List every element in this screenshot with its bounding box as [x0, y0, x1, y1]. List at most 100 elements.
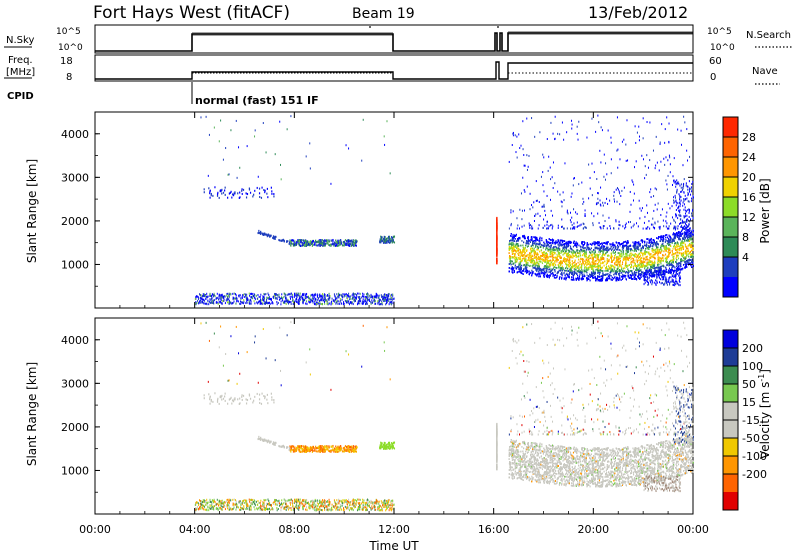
heatmap-cell: [387, 295, 389, 298]
heatmap-cell: [227, 173, 229, 176]
heatmap-cell: [205, 294, 207, 297]
heatmap-cell: [328, 240, 330, 243]
heatmap-cell: [266, 187, 268, 190]
heatmap-cell: [354, 239, 356, 242]
heatmap-cell: [253, 296, 255, 299]
heatmap-cell: [330, 239, 332, 242]
heatmap-cell: [328, 292, 330, 295]
heatmap-cell: [318, 243, 320, 246]
heatmap-cell: [376, 294, 378, 297]
heatmap-cell: [387, 237, 389, 240]
heatmap-cell: [349, 239, 352, 242]
heatmap-cell: [324, 242, 326, 245]
heatmap-cell: [370, 295, 372, 298]
heatmap-cell: [233, 297, 235, 300]
heatmap-cell: [273, 295, 275, 298]
heatmap-cell: [302, 293, 304, 296]
nsearch-label: N.Search: [746, 30, 791, 41]
heatmap-cell: [272, 236, 274, 239]
heatmap-cell: [201, 298, 203, 301]
heatmap-cell: [206, 292, 208, 295]
heatmap-cell: [344, 293, 346, 296]
heatmap-cell: [325, 299, 327, 302]
heatmap-cell: [302, 299, 304, 302]
heatmap-cell: [238, 196, 240, 199]
heatmap-cell: [283, 300, 285, 303]
heatmap-cell: [223, 297, 225, 300]
heatmap-cell: [383, 235, 385, 238]
heatmap-cell: [351, 301, 353, 304]
heatmap-cell: [349, 244, 351, 247]
heatmap-cell: [308, 300, 310, 303]
heatmap-cell: [336, 301, 338, 304]
heatmap-cell: [286, 240, 288, 243]
heatmap-cell: [304, 240, 306, 243]
heatmap-cell: [335, 242, 337, 245]
heatmap-cell: [211, 301, 213, 304]
heatmap-cell: [236, 297, 238, 300]
heatmap-cell: [229, 301, 231, 304]
heatmap-cell: [223, 295, 225, 298]
heatmap-cell: [275, 293, 277, 296]
heatmap-cell: [329, 295, 331, 298]
heatmap-cell: [221, 296, 223, 299]
heatmap-cell: [222, 158, 224, 161]
heatmap-cell: [311, 297, 313, 300]
heatmap-cell: [248, 302, 250, 305]
heatmap-cell: [393, 297, 395, 300]
heatmap-cell: [333, 293, 335, 296]
heatmap-cell: [312, 297, 314, 300]
heatmap-cell: [294, 243, 296, 246]
heatmap-cell: [346, 297, 348, 300]
heatmap-cell: [295, 292, 297, 295]
nave-label: Nave: [752, 66, 778, 77]
heatmap-cell: [343, 295, 345, 298]
heatmap-cell: [258, 295, 260, 298]
heatmap-cell: [388, 292, 390, 295]
heatmap-cell: [290, 297, 292, 300]
heatmap-cell: [316, 244, 318, 247]
heatmap-cell: [245, 302, 247, 305]
heatmap-cell: [263, 292, 265, 295]
heatmap-cell: [367, 293, 369, 296]
heatmap-cell: [324, 297, 326, 300]
heatmap-cell: [281, 296, 283, 299]
heatmap-cell: [329, 244, 332, 247]
heatmap-cell: [310, 241, 312, 244]
heatmap-cell: [333, 244, 335, 247]
heatmap-cell: [213, 302, 215, 305]
heatmap-cell: [270, 299, 272, 302]
heatmap-cell: [262, 122, 264, 125]
heatmap-cell: [316, 301, 318, 304]
heatmap-cell: [367, 295, 369, 298]
heatmap-cell: [275, 294, 277, 297]
heatmap-cell: [260, 196, 263, 199]
heatmap-cell: [345, 239, 348, 242]
heatmap-cell: [287, 301, 289, 304]
heatmap-cell: [339, 240, 342, 243]
heatmap-cell: [230, 129, 232, 132]
heatmap-cell: [288, 300, 290, 303]
heatmap-cell: [384, 143, 386, 146]
heatmap-cell: [216, 194, 219, 197]
heatmap-cell: [207, 174, 209, 177]
heatmap-cell: [322, 240, 324, 243]
heatmap-cell: [261, 232, 264, 235]
heatmap-cell: [308, 243, 310, 246]
heatmap-cell: [249, 294, 251, 297]
heatmap-cell: [231, 196, 233, 199]
heatmap-cell: [335, 241, 338, 244]
heatmap-cell: [315, 297, 317, 300]
heatmap-cell: [263, 302, 265, 305]
heatmap-cell: [296, 294, 298, 297]
heatmap-cell: [340, 239, 342, 242]
heatmap-cell: [257, 293, 259, 296]
heatmap-cell: [378, 299, 380, 302]
heatmap-cell: [282, 238, 284, 241]
heatmap-cell: [245, 297, 247, 300]
heatmap-cell: [337, 295, 339, 298]
heatmap-cell: [386, 297, 388, 300]
heatmap-cell: [319, 244, 322, 247]
heatmap-cell: [263, 299, 265, 302]
heatmap-cell: [337, 239, 339, 242]
